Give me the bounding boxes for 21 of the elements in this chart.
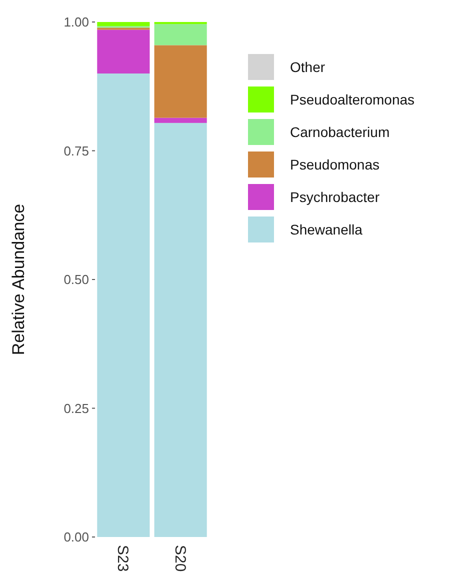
x-tick-label: S20 [171, 545, 188, 572]
y-tick-label: 1.00 [64, 14, 89, 30]
legend-label: Other [290, 58, 326, 75]
legend-label: Carnobacterium [290, 124, 390, 140]
bar [154, 24, 207, 46]
bar [97, 30, 150, 74]
y-axis-title: Relative Abundance [9, 204, 28, 356]
legend-label: Pseudomonas [290, 156, 380, 172]
y-tick-label: 0.50 [64, 272, 89, 288]
legend-label: Psychrobacter [290, 188, 380, 205]
legend-label: Shewanella [290, 221, 363, 238]
y-tick-label: 0.00 [64, 530, 89, 545]
legend-label: Pseudoalteromonas [290, 91, 415, 108]
bar [97, 22, 150, 26]
bar [97, 74, 150, 537]
bar [154, 118, 207, 123]
bar [154, 45, 207, 118]
y-tick-label: 0.25 [64, 400, 89, 416]
y-tick-label: 0.75 [64, 143, 89, 158]
bar [154, 122, 207, 537]
x-tick-label: S23 [114, 545, 132, 572]
